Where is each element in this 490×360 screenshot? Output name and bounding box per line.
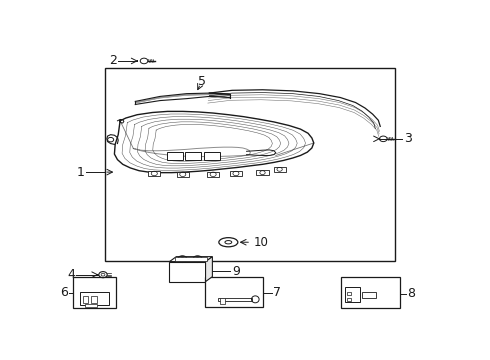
Bar <box>167 152 183 161</box>
Text: 2: 2 <box>110 54 118 67</box>
Polygon shape <box>206 257 212 282</box>
Bar <box>256 170 269 175</box>
Bar <box>230 171 242 176</box>
Bar <box>105 68 395 261</box>
Bar <box>204 152 220 160</box>
Bar <box>220 298 225 304</box>
Bar <box>80 292 109 305</box>
Bar <box>273 167 286 172</box>
Bar <box>345 287 360 302</box>
Text: 6: 6 <box>60 286 68 299</box>
Bar <box>74 278 116 308</box>
Bar <box>218 298 252 301</box>
Bar <box>175 257 207 261</box>
Text: 10: 10 <box>254 236 269 249</box>
Bar <box>85 304 97 307</box>
Text: 8: 8 <box>407 287 415 300</box>
Bar <box>91 296 97 303</box>
Text: 9: 9 <box>232 265 240 278</box>
Bar <box>347 292 351 295</box>
Bar <box>347 298 351 301</box>
Bar <box>207 172 219 177</box>
Text: 3: 3 <box>404 132 412 145</box>
Bar <box>205 277 263 307</box>
Text: 7: 7 <box>273 286 281 299</box>
Bar <box>148 171 160 176</box>
Bar <box>83 296 88 303</box>
Bar <box>170 262 206 282</box>
Text: 4: 4 <box>68 268 75 281</box>
Text: 5: 5 <box>198 75 206 88</box>
Bar <box>362 292 376 298</box>
Bar <box>185 152 201 160</box>
Bar <box>177 172 189 177</box>
Text: 1: 1 <box>77 166 85 179</box>
Polygon shape <box>170 257 212 262</box>
Bar <box>341 277 400 308</box>
